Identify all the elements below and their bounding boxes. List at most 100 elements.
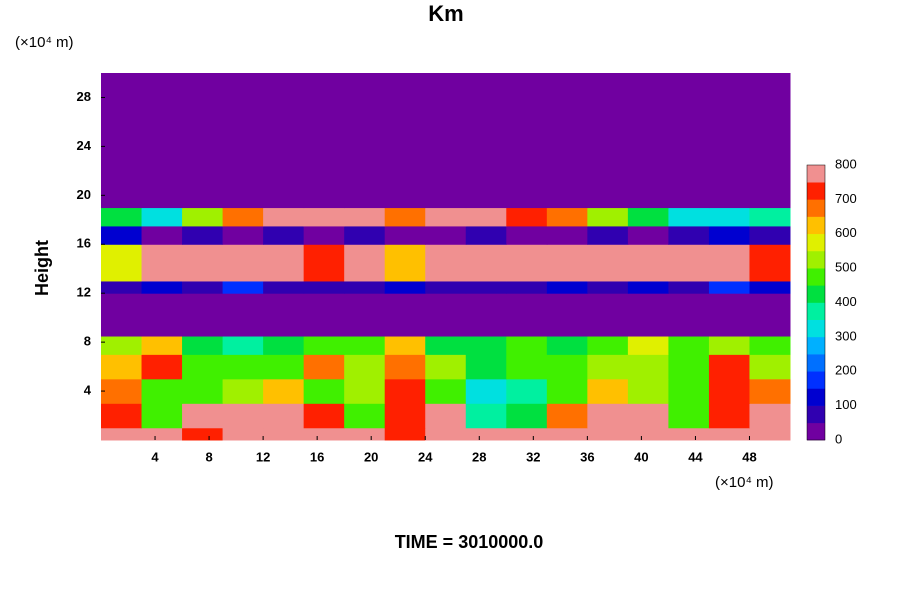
heat-cell <box>101 225 143 245</box>
heat-cell <box>708 293 750 337</box>
x-tick-label: 36 <box>580 449 594 464</box>
heat-cell <box>627 427 669 441</box>
colorbar-band <box>807 268 825 286</box>
heat-cell <box>263 354 305 380</box>
heat-cell <box>506 378 548 404</box>
heat-cell <box>465 354 507 380</box>
heat-cell <box>749 225 791 245</box>
x-tick-label: 32 <box>526 449 540 464</box>
heat-cell <box>587 244 629 282</box>
colorbar-label: 100 <box>835 397 857 412</box>
heat-cell <box>587 336 629 355</box>
colorbar-band <box>807 422 825 441</box>
heat-cell <box>708 336 750 355</box>
x-tick-label: 40 <box>634 449 648 464</box>
heat-cell <box>465 378 507 404</box>
heat-cell <box>425 207 467 227</box>
heat-cell <box>303 378 345 404</box>
heat-cell <box>708 73 750 209</box>
heat-cell <box>344 336 386 355</box>
y-axis-label: Height <box>32 240 52 296</box>
heat-cell <box>425 378 467 404</box>
colorbar-label: 300 <box>835 328 857 343</box>
heat-cell <box>749 378 791 404</box>
heat-cell <box>384 244 426 282</box>
heat-cell <box>668 207 710 227</box>
heat-cell <box>263 244 305 282</box>
heat-cell <box>749 403 791 429</box>
heat-cell <box>384 207 426 227</box>
heat-cell <box>506 73 548 209</box>
heat-cell <box>668 378 710 404</box>
heat-cell <box>546 244 588 282</box>
heat-cell <box>344 225 386 245</box>
heat-cell <box>384 280 426 294</box>
heat-cell <box>465 244 507 282</box>
heat-cell <box>101 244 143 282</box>
y-tick-label: 24 <box>77 138 92 153</box>
heat-cell <box>506 280 548 294</box>
heat-cell <box>222 354 264 380</box>
heat-cell <box>506 403 548 429</box>
heat-cell <box>627 244 669 282</box>
heat-cell <box>546 403 588 429</box>
heat-cell <box>141 354 183 380</box>
heat-cell <box>182 225 224 245</box>
heat-cell <box>749 207 791 227</box>
colorbar-label: 400 <box>835 294 857 309</box>
heat-cell <box>465 293 507 337</box>
heat-cell <box>344 427 386 441</box>
colorbar-frame <box>806 164 826 441</box>
heat-cell <box>263 336 305 355</box>
heat-cell <box>141 427 183 441</box>
heat-cell <box>182 207 224 227</box>
colorbar-band <box>807 250 825 269</box>
heat-cell <box>708 207 750 227</box>
heat-cell <box>303 293 345 337</box>
x-tick-label: 12 <box>256 449 270 464</box>
heat-cell <box>749 336 791 355</box>
colorbar-band <box>807 319 825 338</box>
heat-cell <box>222 403 264 429</box>
heat-cell <box>344 293 386 337</box>
heat-cell <box>587 225 629 245</box>
heat-cell <box>344 403 386 429</box>
colorbar-band <box>807 354 825 372</box>
footer: TIME = 3010000.0 <box>395 532 544 552</box>
heat-cell <box>749 293 791 337</box>
heat-cell <box>141 293 183 337</box>
heat-cell <box>303 225 345 245</box>
heat-cell <box>546 427 588 441</box>
x-tick-label: 20 <box>364 449 378 464</box>
heat-cell <box>263 225 305 245</box>
heat-cell <box>708 280 750 294</box>
heat-cell <box>101 336 143 355</box>
heat-cell <box>506 225 548 245</box>
x-tick-label: 44 <box>688 449 703 464</box>
heat-cell <box>182 293 224 337</box>
heat-cell <box>587 73 629 209</box>
heat-cell <box>182 378 224 404</box>
heat-cell <box>749 280 791 294</box>
heat-cell <box>101 427 143 441</box>
heat-cell <box>546 378 588 404</box>
x-tick-label: 4 <box>151 449 159 464</box>
heat-cell <box>101 378 143 404</box>
heat-cell <box>263 280 305 294</box>
heat-cell <box>708 427 750 441</box>
heat-cell <box>546 354 588 380</box>
heat-cell <box>506 244 548 282</box>
heat-cell <box>749 244 791 282</box>
heat-cell <box>101 280 143 294</box>
heat-cell <box>465 73 507 209</box>
heat-cell <box>222 73 264 209</box>
heat-cell <box>506 293 548 337</box>
heat-cell <box>141 336 183 355</box>
heat-cell <box>344 207 386 227</box>
y-tick-label: 28 <box>77 89 91 104</box>
heat-cell <box>182 354 224 380</box>
y-unit: (×10⁴ m) <box>15 34 74 51</box>
y-tick-label: 4 <box>84 383 92 398</box>
heat-cell <box>303 280 345 294</box>
heat-cell <box>141 73 183 209</box>
